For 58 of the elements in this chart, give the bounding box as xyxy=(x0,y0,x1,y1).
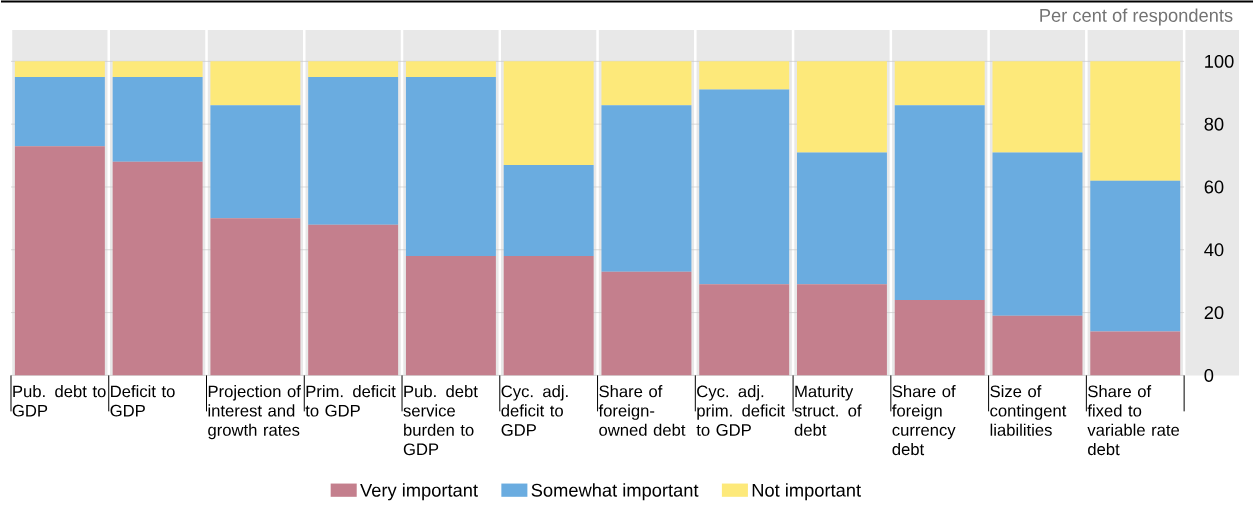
bar xyxy=(1090,61,1181,181)
bar xyxy=(112,76,203,162)
x-tick-label: Pub. debt service burden to GDP xyxy=(403,384,478,456)
legend-label: Very important xyxy=(360,483,478,501)
bar xyxy=(503,255,594,376)
bar xyxy=(894,105,985,300)
x-tick-label: Deficit to GDP xyxy=(110,384,175,417)
y-tick-label: 40 xyxy=(1204,243,1224,257)
bar xyxy=(992,61,1083,153)
bar xyxy=(894,61,985,106)
bar xyxy=(601,271,692,376)
legend-label: Not important xyxy=(752,483,861,501)
bar xyxy=(601,61,692,106)
x-tick-label: Prim. deficit to GDP xyxy=(305,384,396,417)
bar xyxy=(796,61,887,153)
x-tick-label: Cyc. adj. deficit to GDP xyxy=(501,384,568,436)
bar xyxy=(210,61,301,106)
bar xyxy=(308,61,399,77)
bar xyxy=(405,61,496,77)
bar xyxy=(308,76,399,225)
bar xyxy=(14,76,105,147)
bar xyxy=(503,164,594,256)
bar xyxy=(405,76,496,256)
y-tick-label: 0 xyxy=(1204,368,1214,382)
bar xyxy=(894,299,985,376)
bar xyxy=(503,61,594,165)
bar xyxy=(405,255,496,376)
bar xyxy=(14,146,105,376)
legend-label: Somewhat important xyxy=(531,483,699,501)
bar xyxy=(601,105,692,272)
bar xyxy=(210,218,301,376)
bar xyxy=(1090,331,1181,376)
bar xyxy=(210,105,301,219)
y-tick-label: 20 xyxy=(1204,306,1224,319)
x-tick-label: Projection of interest and growth rates xyxy=(208,384,301,440)
bar xyxy=(699,89,790,285)
x-tick-label: Maturity struct. of debt xyxy=(794,384,862,436)
bar xyxy=(796,152,887,285)
bar xyxy=(14,61,105,77)
x-tick-label: Share of foreign currency debt xyxy=(892,384,956,456)
y-tick-label: 60 xyxy=(1204,180,1224,194)
bar xyxy=(699,61,790,90)
x-tick-label: Share of foreign-owned debt xyxy=(598,384,686,436)
bar xyxy=(992,315,1083,376)
x-tick-label: Pub. debt to GDP xyxy=(12,384,106,417)
y-tick-label: 100 xyxy=(1205,54,1234,68)
text: Per cent of respondents xyxy=(1040,8,1233,26)
x-tick-label: Size of contingent liabilities xyxy=(990,384,1067,436)
y-tick-label: 80 xyxy=(1204,117,1224,131)
bar xyxy=(796,284,887,376)
bar xyxy=(112,61,203,77)
bar xyxy=(992,152,1083,316)
bar xyxy=(699,284,790,376)
bar xyxy=(308,224,399,376)
bar xyxy=(112,161,203,376)
x-tick-label: Cyc. adj. prim. deficit to GDP xyxy=(696,384,785,436)
x-tick-label: Share of fixed to variable rate debt xyxy=(1087,384,1180,456)
bar xyxy=(1090,180,1181,332)
